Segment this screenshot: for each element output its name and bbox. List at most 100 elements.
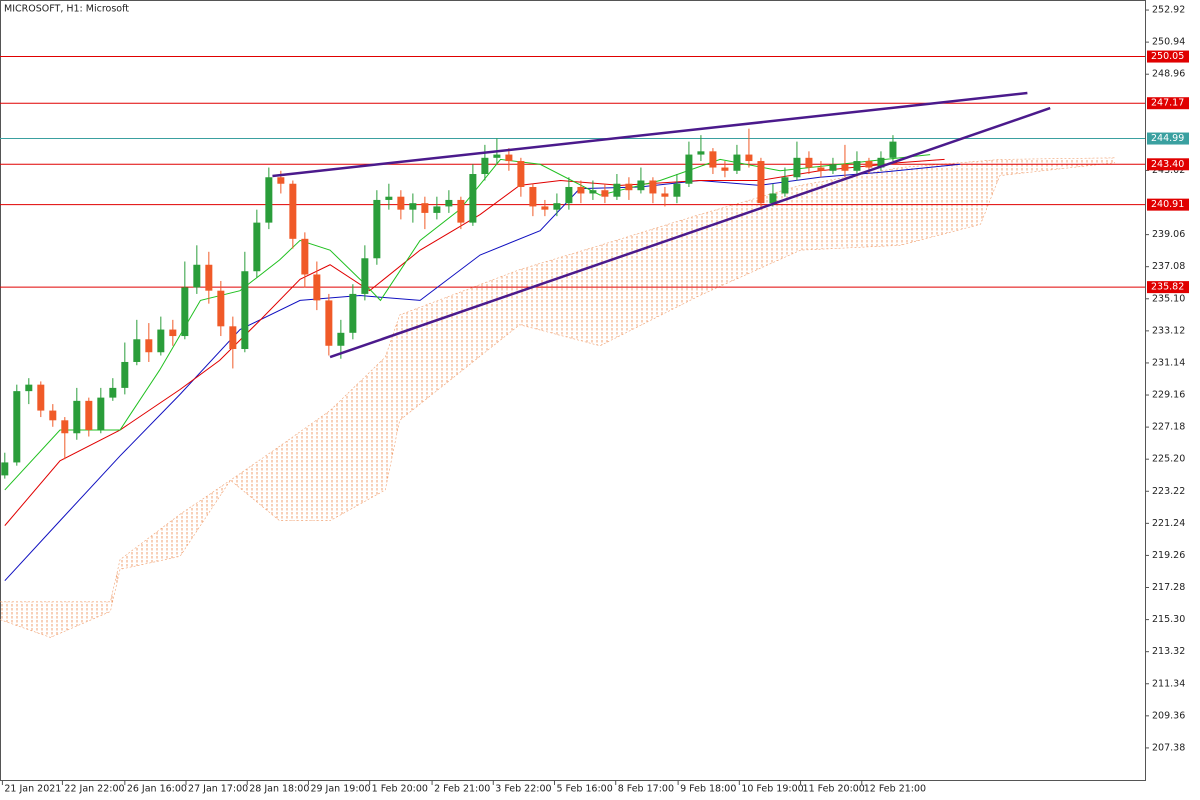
x-tick-label: 3 Feb 22:00 bbox=[495, 784, 551, 795]
x-tick-label: 22 Jan 22:00 bbox=[64, 784, 124, 795]
candle-body bbox=[121, 361, 129, 388]
x-tick-label: 12 Feb 21:00 bbox=[864, 784, 926, 795]
y-tick-label: 229.16 bbox=[1152, 390, 1185, 401]
candle-body bbox=[409, 203, 417, 210]
y-tick-label: 233.12 bbox=[1152, 325, 1185, 336]
candle-body bbox=[37, 384, 45, 411]
y-tick-label: 217.28 bbox=[1152, 582, 1185, 593]
level-label: 247.17 bbox=[1151, 98, 1184, 109]
level-tag bbox=[1147, 198, 1189, 211]
level-label: 244.99 bbox=[1151, 133, 1184, 144]
level-label: 240.91 bbox=[1151, 199, 1184, 210]
indicator-line bbox=[4, 154, 931, 491]
candle-body bbox=[373, 199, 381, 259]
x-tick-label: 10 Feb 19:00 bbox=[741, 784, 803, 795]
candle-body bbox=[229, 326, 237, 350]
plot-frame bbox=[0, 0, 1146, 781]
candle-body bbox=[313, 274, 321, 301]
candle-body bbox=[181, 287, 189, 337]
level-tag bbox=[1147, 132, 1189, 145]
candle-body bbox=[781, 177, 789, 194]
x-tick-label: 29 Jan 19:00 bbox=[310, 784, 370, 795]
candle-body bbox=[469, 174, 477, 223]
candle-body bbox=[193, 264, 201, 288]
y-tick-label: 215.30 bbox=[1152, 614, 1185, 625]
candle-body bbox=[589, 190, 597, 194]
candle-body bbox=[361, 258, 369, 294]
candle-body bbox=[337, 332, 345, 346]
candle-body bbox=[709, 151, 717, 168]
y-tick-label: 237.08 bbox=[1152, 261, 1185, 272]
candle-body bbox=[25, 384, 33, 392]
candle-body bbox=[889, 141, 897, 158]
x-tick-label: 21 Jan 2021 bbox=[4, 784, 61, 795]
candle-body bbox=[673, 183, 681, 197]
candle-body bbox=[745, 154, 753, 162]
x-tick-label: 9 Feb 18:00 bbox=[680, 784, 736, 795]
candle-body bbox=[541, 206, 549, 210]
candle-body bbox=[109, 387, 117, 398]
candle-body bbox=[217, 290, 225, 327]
candle-body bbox=[241, 271, 249, 350]
candle-body bbox=[517, 161, 525, 187]
candle-body bbox=[805, 157, 813, 168]
candle-body bbox=[877, 157, 885, 168]
y-tick-label: 223.22 bbox=[1152, 486, 1185, 497]
candle-body bbox=[685, 154, 693, 184]
candle-body bbox=[205, 264, 213, 291]
x-tick-label: 1 Feb 20:00 bbox=[372, 784, 428, 795]
y-tick-label: 227.18 bbox=[1152, 422, 1185, 433]
candle-body bbox=[757, 161, 765, 204]
candle-body bbox=[133, 339, 141, 362]
candle-body bbox=[721, 167, 729, 171]
candle-body bbox=[505, 154, 513, 162]
candle-body bbox=[385, 196, 393, 200]
candle-body bbox=[301, 238, 309, 275]
x-tick-label: 28 Jan 18:00 bbox=[249, 784, 309, 795]
candle-body bbox=[601, 190, 609, 197]
level-tag bbox=[1147, 281, 1189, 294]
candle-body bbox=[157, 329, 165, 353]
candle-body bbox=[733, 154, 741, 171]
y-tick-label: 211.34 bbox=[1152, 678, 1185, 689]
candle-body bbox=[553, 203, 561, 210]
level-tag bbox=[1147, 97, 1189, 110]
candle-body bbox=[841, 164, 849, 171]
candle-body bbox=[613, 183, 621, 197]
candle-body bbox=[625, 183, 633, 191]
chart-title: MICROSOFT, H1: Microsoft bbox=[4, 4, 129, 15]
level-label: 243.40 bbox=[1151, 159, 1184, 170]
candle-body bbox=[169, 329, 177, 337]
candle-body bbox=[433, 206, 441, 213]
candle-body bbox=[565, 186, 573, 204]
candle-body bbox=[49, 410, 57, 421]
y-tick-label: 219.26 bbox=[1152, 550, 1185, 561]
candle-body bbox=[817, 167, 825, 171]
x-tick-label: 26 Jan 16:00 bbox=[127, 784, 187, 795]
candle-body bbox=[637, 180, 645, 191]
x-tick-label: 11 Feb 20:00 bbox=[803, 784, 865, 795]
x-tick-label: 8 Feb 17:00 bbox=[618, 784, 674, 795]
candle-body bbox=[265, 177, 273, 223]
candle-body bbox=[325, 300, 333, 346]
level-label: 250.05 bbox=[1151, 51, 1184, 62]
candle-body bbox=[253, 222, 261, 272]
candle-body bbox=[97, 397, 105, 431]
y-tick-label: 231.14 bbox=[1152, 357, 1185, 368]
y-tick-label: 252.92 bbox=[1152, 5, 1185, 16]
candle-body bbox=[73, 400, 81, 434]
level-label: 235.82 bbox=[1151, 282, 1184, 293]
candle-body bbox=[481, 157, 489, 175]
x-tick-label: 5 Feb 16:00 bbox=[556, 784, 612, 795]
level-tag bbox=[1147, 50, 1189, 63]
candle-body bbox=[457, 199, 465, 223]
candle-body bbox=[397, 196, 405, 210]
y-tick-label: 243.02 bbox=[1152, 165, 1185, 176]
y-tick-label: 209.36 bbox=[1152, 710, 1185, 721]
y-tick-label: 239.06 bbox=[1152, 229, 1185, 240]
candle-body bbox=[421, 203, 429, 213]
candle-body bbox=[829, 164, 837, 171]
trend-line bbox=[272, 91, 1028, 178]
cloud bbox=[0, 157, 1115, 638]
